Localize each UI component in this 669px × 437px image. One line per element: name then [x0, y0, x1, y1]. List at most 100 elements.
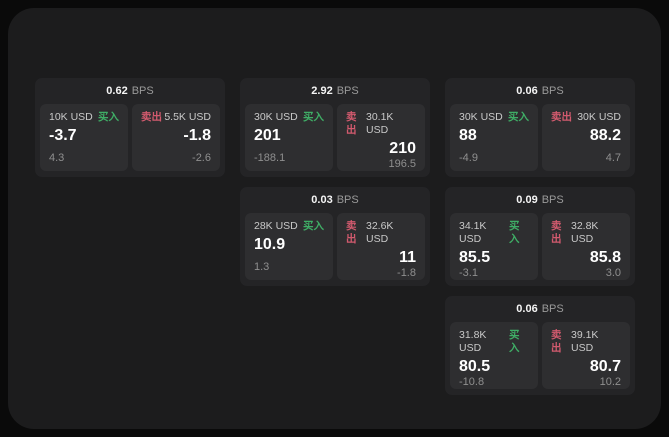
buy-label: 买入 — [508, 111, 529, 123]
buy-panel-header: 30K USD 买入 — [459, 111, 529, 124]
buy-price: 88 — [459, 127, 477, 144]
card-header: 0.03 BPS — [240, 187, 430, 213]
sell-panel[interactable]: 卖出 39.1K USD 80.7 10.2 — [542, 322, 630, 389]
sell-price: 80.7 — [589, 358, 621, 375]
buy-label: 买入 — [303, 220, 324, 232]
buy-amount: 30K USD — [254, 111, 298, 123]
buy-panel[interactable]: 30K USD 买入 88 -4.9 — [450, 104, 538, 171]
buy-delta: 4.3 — [49, 152, 65, 164]
buy-label: 买入 — [509, 220, 520, 245]
quote-row: 30K USD 买入 201 -188.1 卖出 30.1K USD 210 1… — [240, 104, 430, 171]
sell-delta: -1.8 — [397, 267, 416, 279]
buy-price: -3.7 — [49, 127, 77, 144]
buy-amount: 34.1K USD — [459, 220, 487, 245]
sell-panel[interactable]: 卖出 30K USD 88.2 4.7 — [542, 104, 630, 171]
sell-delta: 3.0 — [605, 267, 621, 279]
buy-amount: 10K USD — [49, 111, 93, 123]
quote-card: 0.03 BPS 28K USD 买入 10.9 1.3 卖出 32.6K US… — [240, 187, 430, 286]
quote-row: 10K USD 买入 -3.7 4.3 卖出 5.5K USD -1.8 -2.… — [35, 104, 225, 171]
buy-label: 买入 — [509, 329, 520, 354]
sell-panel-header: 卖出 32.6K USD — [346, 220, 416, 246]
card-header: 0.62 BPS — [35, 78, 225, 104]
sell-label: 卖出 — [551, 329, 562, 354]
sell-panel-header: 卖出 32.8K USD — [551, 220, 621, 246]
buy-amount: 28K USD — [254, 220, 298, 232]
buy-amount: 30K USD — [459, 111, 503, 123]
buy-panel-header: 30K USD 买入 — [254, 111, 324, 124]
buy-delta: -188.1 — [254, 152, 286, 164]
bps-value: 0.62 — [106, 85, 128, 97]
sell-delta: 4.7 — [605, 152, 621, 164]
bps-unit-label: BPS — [541, 303, 564, 315]
buy-panel-header: 31.8K USD 买入 — [459, 329, 529, 355]
quote-row: 30K USD 买入 88 -4.9 卖出 30K USD 88.2 4.7 — [445, 104, 635, 171]
quote-row: 31.8K USD 买入 80.5 -10.8 卖出 39.1K USD 80.… — [445, 322, 635, 389]
sell-amount: 30.1K USD — [365, 111, 394, 136]
sell-delta: -2.6 — [192, 152, 211, 164]
sell-panel[interactable]: 卖出 30.1K USD 210 196.5 — [337, 104, 425, 171]
bps-value: 2.92 — [311, 85, 333, 97]
card-header: 2.92 BPS — [240, 78, 430, 104]
card-header: 0.06 BPS — [445, 296, 635, 322]
sell-price: -1.8 — [183, 127, 211, 144]
sell-panel[interactable]: 卖出 32.8K USD 85.8 3.0 — [542, 213, 630, 280]
sell-panel-header: 卖出 5.5K USD — [141, 111, 211, 124]
quote-card: 0.62 BPS 10K USD 买入 -3.7 4.3 卖出 5.5K USD… — [35, 78, 225, 177]
bps-unit-label: BPS — [336, 85, 359, 97]
buy-label: 买入 — [98, 111, 119, 123]
cards-grid: 0.62 BPS 10K USD 买入 -3.7 4.3 卖出 5.5K USD… — [35, 78, 635, 395]
sell-label: 卖出 — [346, 220, 357, 245]
sell-label: 卖出 — [346, 111, 357, 136]
sell-price: 88.2 — [589, 127, 621, 144]
sell-amount: 32.6K USD — [365, 220, 394, 245]
bps-unit-label: BPS — [131, 85, 154, 97]
sell-panel-header: 卖出 30K USD — [551, 111, 621, 124]
sell-label: 卖出 — [141, 111, 162, 123]
buy-panel-header: 34.1K USD 买入 — [459, 220, 529, 246]
buy-price: 80.5 — [459, 358, 491, 375]
sell-panel-header: 卖出 39.1K USD — [551, 329, 621, 355]
buy-delta: -3.1 — [459, 267, 478, 279]
bps-unit-label: BPS — [336, 194, 359, 206]
buy-price: 85.5 — [459, 249, 491, 266]
quote-card: 2.92 BPS 30K USD 买入 201 -188.1 卖出 30.1K … — [240, 78, 430, 177]
sell-panel[interactable]: 卖出 32.6K USD 11 -1.8 — [337, 213, 425, 280]
buy-panel-header: 10K USD 买入 — [49, 111, 119, 124]
sell-amount: 30K USD — [577, 111, 621, 123]
quote-card: 0.09 BPS 34.1K USD 买入 85.5 -3.1 卖出 32.8K… — [445, 187, 635, 286]
sell-amount: 39.1K USD — [570, 329, 599, 354]
bps-value: 0.09 — [516, 194, 538, 206]
buy-delta: -10.8 — [459, 376, 485, 388]
buy-panel[interactable]: 28K USD 买入 10.9 1.3 — [245, 213, 333, 280]
buy-price: 10.9 — [254, 236, 286, 253]
bps-unit-label: BPS — [541, 194, 564, 206]
buy-panel[interactable]: 34.1K USD 买入 85.5 -3.1 — [450, 213, 538, 280]
sell-delta: 10.2 — [599, 376, 621, 388]
sell-amount: 5.5K USD — [164, 111, 211, 123]
quote-row: 34.1K USD 买入 85.5 -3.1 卖出 32.8K USD 85.8… — [445, 213, 635, 280]
buy-amount: 31.8K USD — [459, 329, 487, 354]
sell-panel[interactable]: 卖出 5.5K USD -1.8 -2.6 — [132, 104, 220, 171]
buy-panel[interactable]: 10K USD 买入 -3.7 4.3 — [40, 104, 128, 171]
sell-panel-header: 卖出 30.1K USD — [346, 111, 416, 137]
card-header: 0.09 BPS — [445, 187, 635, 213]
buy-panel[interactable]: 30K USD 买入 201 -188.1 — [245, 104, 333, 171]
buy-panel-header: 28K USD 买入 — [254, 220, 324, 233]
buy-panel[interactable]: 31.8K USD 买入 80.5 -10.8 — [450, 322, 538, 389]
sell-price: 85.8 — [589, 249, 621, 266]
bps-value: 0.03 — [311, 194, 333, 206]
sell-amount: 32.8K USD — [570, 220, 599, 245]
quote-card: 0.06 BPS 31.8K USD 买入 80.5 -10.8 卖出 39.1… — [445, 296, 635, 395]
buy-label: 买入 — [303, 111, 324, 123]
sell-delta: 196.5 — [388, 158, 416, 170]
card-header: 0.06 BPS — [445, 78, 635, 104]
main-panel: 0.62 BPS 10K USD 买入 -3.7 4.3 卖出 5.5K USD… — [8, 8, 661, 429]
bps-value: 0.06 — [516, 85, 538, 97]
sell-label: 卖出 — [551, 111, 572, 123]
sell-price: 11 — [399, 249, 416, 266]
buy-delta: 1.3 — [254, 261, 270, 273]
quote-card: 0.06 BPS 30K USD 买入 88 -4.9 卖出 30K USD 8… — [445, 78, 635, 177]
buy-delta: -4.9 — [459, 152, 478, 164]
bps-unit-label: BPS — [541, 85, 564, 97]
sell-label: 卖出 — [551, 220, 562, 245]
